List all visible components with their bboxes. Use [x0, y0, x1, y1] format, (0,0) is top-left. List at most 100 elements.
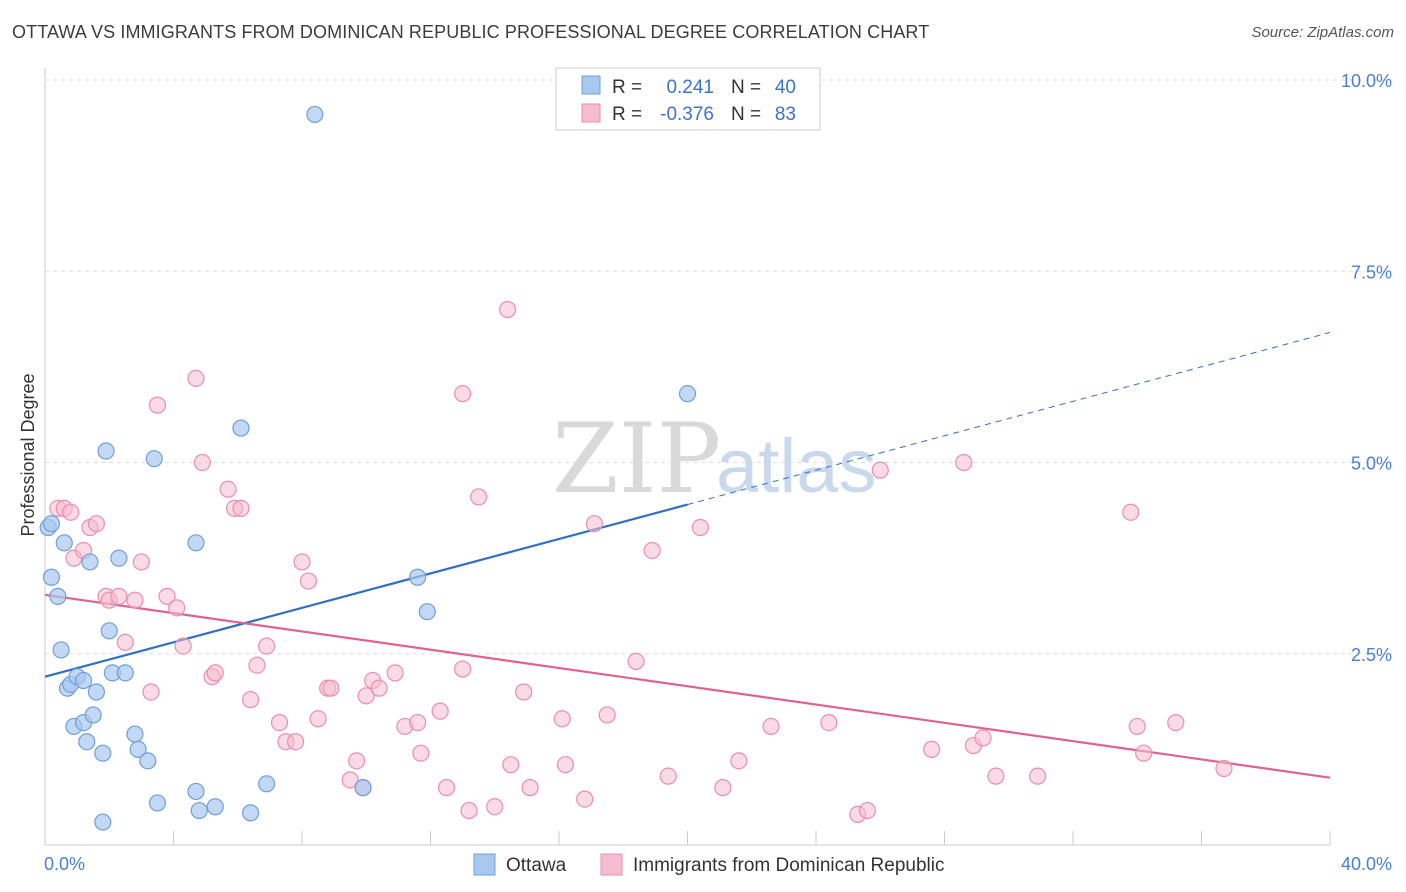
legend-swatch-ottawa [581, 75, 601, 95]
data-point-dominican [293, 553, 311, 571]
data-point-dominican [923, 740, 941, 758]
data-point-dominican [286, 733, 305, 751]
data-point-dominican [762, 717, 780, 736]
data-point-dominican [955, 453, 973, 472]
legend-n-label-2: N = [731, 104, 761, 125]
data-point-dominican [437, 779, 456, 797]
data-point-dominican [659, 767, 677, 785]
data-point-dominican [454, 660, 472, 678]
data-point-ottawa [232, 419, 250, 437]
legend-n-value-1: 40 [775, 77, 796, 98]
legend-r-label-2: R = [612, 104, 642, 125]
data-point-ottawa [258, 775, 276, 793]
data-point-dominican [521, 779, 539, 797]
data-point-dominican [412, 744, 430, 762]
data-point-dominican [585, 515, 603, 533]
data-point-dominican [242, 691, 260, 709]
data-point-dominican [409, 713, 427, 732]
axes [44, 68, 1331, 846]
data-point-dominican [1215, 759, 1233, 778]
data-point-dominican [341, 771, 359, 789]
data-point-ottawa [242, 804, 260, 822]
data-point-dominican [553, 710, 571, 728]
data-point-ottawa [148, 794, 167, 812]
correlation-legend: R = 0.241 N = 40 R = -0.376 N = 83 [555, 67, 821, 131]
data-point-ottawa [206, 798, 224, 816]
data-point-dominican [174, 637, 192, 655]
data-point-ottawa [418, 603, 436, 621]
data-point-dominican [322, 679, 340, 697]
data-point-ottawa [42, 568, 61, 586]
data-point-ottawa [306, 105, 324, 124]
series-legend-swatch-ottawa [473, 853, 496, 876]
data-point-dominican [1135, 744, 1153, 762]
data-point-ottawa [354, 779, 372, 797]
legend-r-label-1: R = [612, 77, 642, 98]
y-tick-label: 10.0% [1341, 71, 1392, 91]
data-point-dominican [309, 710, 327, 728]
data-point-ottawa [81, 553, 99, 571]
series-legend-dominican: Immigrants from Dominican Republic [633, 855, 945, 876]
trend-line-dominican [44, 593, 1331, 779]
legend-swatch-dominican [581, 103, 601, 123]
data-point-ottawa [126, 725, 144, 743]
legend-r-value-2: -0.376 [660, 104, 714, 125]
data-point-ottawa [49, 587, 67, 605]
data-point-dominican [87, 515, 106, 533]
y-tick-label: 5.0% [1351, 454, 1392, 474]
data-point-dominican [598, 706, 616, 724]
data-point-dominican [126, 591, 144, 609]
data-point-dominican [714, 779, 732, 797]
data-points [39, 105, 1233, 831]
data-point-dominican [219, 480, 237, 498]
data-point-ottawa [187, 782, 205, 801]
x-tick-label-max: 40.0% [1341, 854, 1392, 874]
trend-line-ottawa-extension [687, 331, 1331, 506]
y-axis-title: Professional Degree [18, 373, 38, 536]
watermark-zip: ZIP [552, 403, 721, 515]
y-tick-label: 7.5% [1351, 262, 1392, 282]
y-tick-label: 2.5% [1351, 645, 1392, 665]
data-point-ottawa [110, 549, 128, 567]
data-point-dominican [987, 767, 1005, 785]
legend-n-label-1: N = [731, 77, 761, 98]
series-legend-ottawa: Ottawa [506, 855, 567, 876]
tick-labels: 2.5% 5.0% 7.5% 10.0% 0.0% 40.0% [44, 71, 1392, 874]
data-point-dominican [515, 683, 533, 701]
data-point-dominican [871, 461, 889, 479]
data-point-dominican [248, 656, 266, 674]
data-point-dominican [556, 756, 575, 774]
data-point-dominican [148, 396, 167, 414]
x-tick-label-min: 0.0% [44, 854, 85, 874]
data-point-dominican [386, 664, 404, 682]
data-point-ottawa [87, 683, 106, 701]
data-point-ottawa [129, 740, 147, 758]
data-point-ottawa [145, 450, 163, 468]
data-point-dominican [158, 587, 176, 605]
data-point-ottawa [78, 733, 96, 751]
data-point-ottawa [409, 568, 427, 586]
data-point-ottawa [42, 515, 61, 533]
data-point-dominican [1122, 503, 1140, 521]
data-point-dominican [258, 637, 276, 655]
data-point-dominican [858, 801, 877, 820]
trend-lines [44, 331, 1331, 779]
data-point-ottawa [100, 622, 118, 640]
data-point-dominican [730, 752, 748, 770]
data-point-dominican [348, 752, 366, 770]
data-point-dominican [168, 599, 186, 617]
data-point-dominican [62, 503, 80, 521]
trend-line-ottawa [44, 503, 688, 678]
data-point-dominican [116, 633, 134, 651]
data-point-dominican [187, 369, 205, 387]
legend-n-value-2: 83 [775, 104, 796, 125]
data-point-dominican [1128, 717, 1146, 736]
data-point-dominican [142, 683, 160, 701]
data-point-dominican [1167, 713, 1185, 732]
data-point-dominican [193, 453, 212, 472]
data-point-dominican [820, 713, 838, 732]
data-point-dominican [370, 679, 388, 697]
data-point-dominican [110, 587, 128, 605]
data-point-ottawa [187, 534, 205, 552]
data-point-dominican [486, 798, 504, 816]
